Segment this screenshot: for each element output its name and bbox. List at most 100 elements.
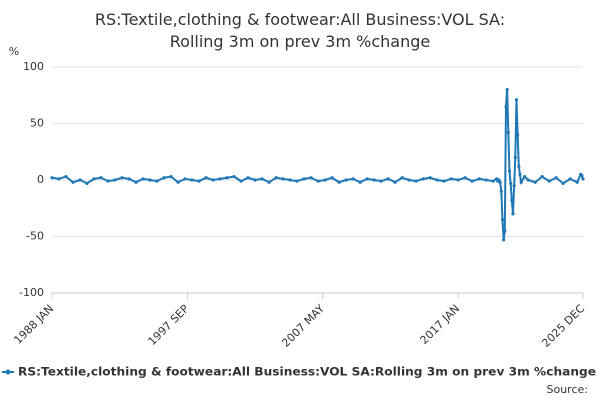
point — [225, 176, 229, 180]
point — [379, 179, 383, 183]
point — [581, 177, 585, 181]
point — [127, 177, 131, 181]
point — [169, 175, 173, 179]
point — [211, 178, 215, 182]
legend-marker — [5, 369, 11, 375]
point — [85, 181, 89, 185]
point — [580, 173, 584, 178]
point — [414, 179, 418, 183]
point — [513, 155, 517, 159]
point — [106, 179, 110, 183]
point — [372, 178, 376, 182]
y-tick-label: -100 — [19, 286, 44, 299]
point — [113, 178, 117, 182]
y-tick-label: 0 — [37, 173, 44, 186]
point — [260, 177, 264, 181]
point — [99, 176, 103, 180]
point — [57, 177, 61, 181]
x-tick-label: 1997 SEP — [146, 302, 192, 348]
point — [498, 180, 502, 184]
point — [509, 181, 513, 185]
point — [575, 180, 579, 184]
point — [330, 176, 334, 180]
point — [428, 176, 432, 180]
point — [134, 180, 138, 184]
point — [516, 133, 520, 137]
point — [232, 175, 236, 179]
point — [176, 180, 180, 184]
point — [92, 177, 96, 181]
point — [442, 179, 446, 183]
point — [523, 175, 527, 179]
point — [393, 180, 397, 184]
point — [274, 176, 278, 180]
point — [155, 179, 159, 183]
point — [518, 172, 522, 176]
point — [510, 198, 514, 202]
point — [506, 130, 510, 135]
point — [512, 184, 516, 188]
point — [197, 179, 201, 183]
point — [386, 177, 390, 181]
point — [302, 177, 306, 181]
point — [499, 189, 503, 193]
point — [491, 179, 495, 183]
point — [316, 179, 320, 183]
legend-label: RS:Textile,clothing & footwear:All Busin… — [18, 365, 596, 379]
point — [344, 178, 348, 182]
point — [295, 179, 299, 183]
point — [500, 217, 505, 222]
point — [533, 180, 537, 184]
y-tick-label: 100 — [23, 60, 44, 73]
point — [309, 176, 313, 180]
point — [337, 180, 341, 184]
point — [514, 98, 519, 102]
point — [407, 178, 411, 182]
point — [504, 104, 508, 109]
point — [64, 175, 68, 179]
point — [78, 178, 82, 182]
point — [239, 179, 243, 183]
point — [267, 180, 271, 184]
point — [507, 169, 512, 173]
point — [246, 176, 250, 180]
point — [141, 177, 145, 181]
point — [505, 88, 509, 92]
point — [547, 179, 551, 183]
point — [323, 178, 327, 182]
point — [477, 177, 481, 181]
y-axis-label: % — [9, 45, 19, 58]
point — [470, 179, 474, 183]
point — [148, 178, 152, 182]
point — [365, 177, 369, 181]
point — [421, 177, 425, 181]
series-line — [51, 89, 584, 241]
point — [568, 177, 572, 181]
source: Source: — [547, 383, 589, 396]
point — [517, 164, 521, 169]
x-tick-label: 2007 MAY — [279, 302, 327, 350]
point — [519, 180, 523, 184]
y-tick-label: 50 — [30, 117, 44, 130]
y-tick-label: -50 — [26, 230, 44, 243]
point — [435, 178, 439, 182]
point — [351, 177, 355, 181]
point — [400, 176, 404, 180]
point — [50, 176, 54, 180]
point — [456, 178, 460, 182]
point — [511, 212, 515, 216]
x-tick-label: 1988 JAN — [11, 302, 56, 347]
point — [120, 176, 124, 180]
point — [484, 178, 488, 182]
point — [502, 238, 506, 242]
point — [358, 180, 362, 184]
point — [554, 176, 558, 180]
point — [183, 177, 187, 181]
x-tick-label: 2017 JAN — [418, 302, 463, 347]
x-tick-label: 2025 DEC — [539, 302, 587, 350]
point — [449, 177, 453, 181]
point — [162, 176, 166, 180]
point — [71, 180, 75, 184]
point — [253, 178, 257, 182]
